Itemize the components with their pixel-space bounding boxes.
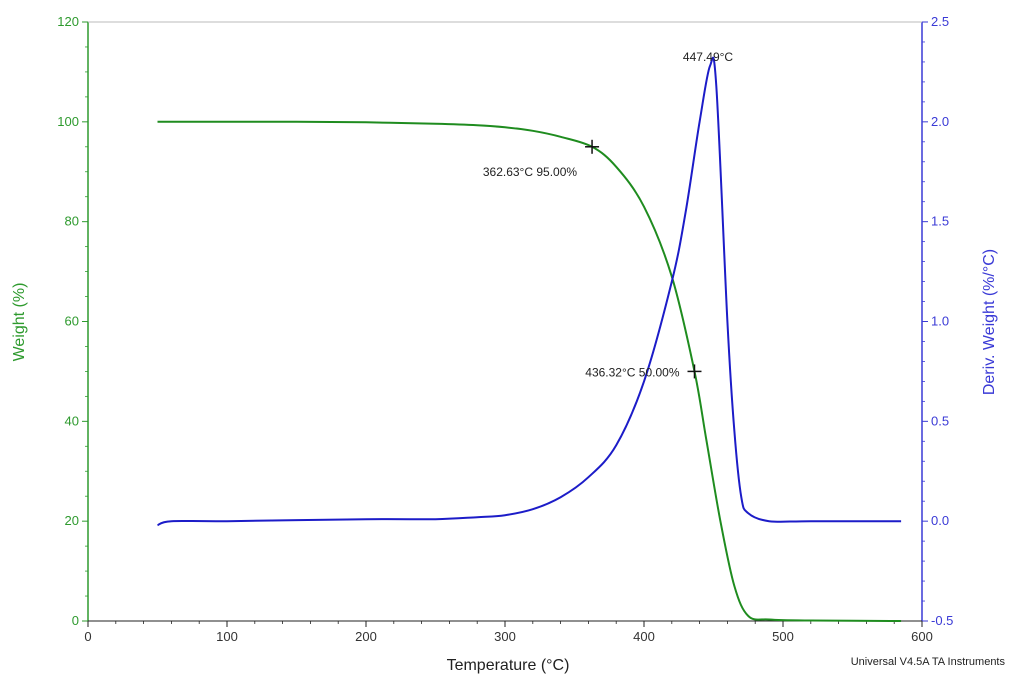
left-tick-label: 0 — [72, 613, 79, 628]
annotation-layer: 447.49°C 362.63°C 95.00% 436.32°C 50.00% — [483, 50, 734, 379]
x-tick-label: 400 — [633, 629, 655, 644]
weight-line — [157, 120, 902, 622]
x-tick-label: 0 — [84, 629, 91, 644]
right-tick-label: 0.0 — [931, 513, 949, 528]
left-tick-label: 80 — [65, 214, 79, 229]
left-axis: 0 20 40 60 80 100 120 — [57, 14, 89, 628]
annotation-label: 362.63°C 95.00% — [483, 165, 578, 179]
x-tick-label: 600 — [911, 629, 933, 644]
right-axis-label: Deriv. Weight (%/°C) — [981, 249, 998, 395]
x-axis-label: Temperature (°C) — [447, 657, 570, 674]
series-layer — [157, 56, 902, 622]
x-tick-label: 500 — [772, 629, 794, 644]
footer-label: Universal V4.5A TA Instruments — [850, 656, 1005, 668]
right-tick-label: 1.0 — [931, 314, 949, 329]
x-tick-label: 200 — [355, 629, 377, 644]
derivative-weight-line — [157, 56, 902, 527]
left-axis-label: Weight (%) — [11, 283, 28, 362]
right-tick-label: 0.5 — [931, 413, 949, 428]
left-tick-label: 60 — [65, 314, 79, 329]
right-tick-label: 2.5 — [931, 14, 949, 29]
left-tick-label: 20 — [65, 513, 79, 528]
left-tick-label: 120 — [57, 14, 79, 29]
left-tick-label: 40 — [65, 413, 79, 428]
right-tick-label: 2.0 — [931, 114, 949, 129]
right-axis: -0.5 0.0 0.5 1.0 1.5 2.0 2.5 — [921, 14, 953, 628]
right-tick-label: -0.5 — [931, 613, 953, 628]
x-tick-label: 300 — [494, 629, 516, 644]
x-axis: 0 100 200 300 400 500 600 — [84, 21, 933, 644]
annotation-label: 436.32°C 50.00% — [585, 365, 680, 379]
x-tick-label: 100 — [216, 629, 238, 644]
annotation-label: 447.49°C — [683, 50, 734, 64]
right-tick-label: 1.5 — [931, 214, 949, 229]
left-tick-label: 100 — [57, 114, 79, 129]
